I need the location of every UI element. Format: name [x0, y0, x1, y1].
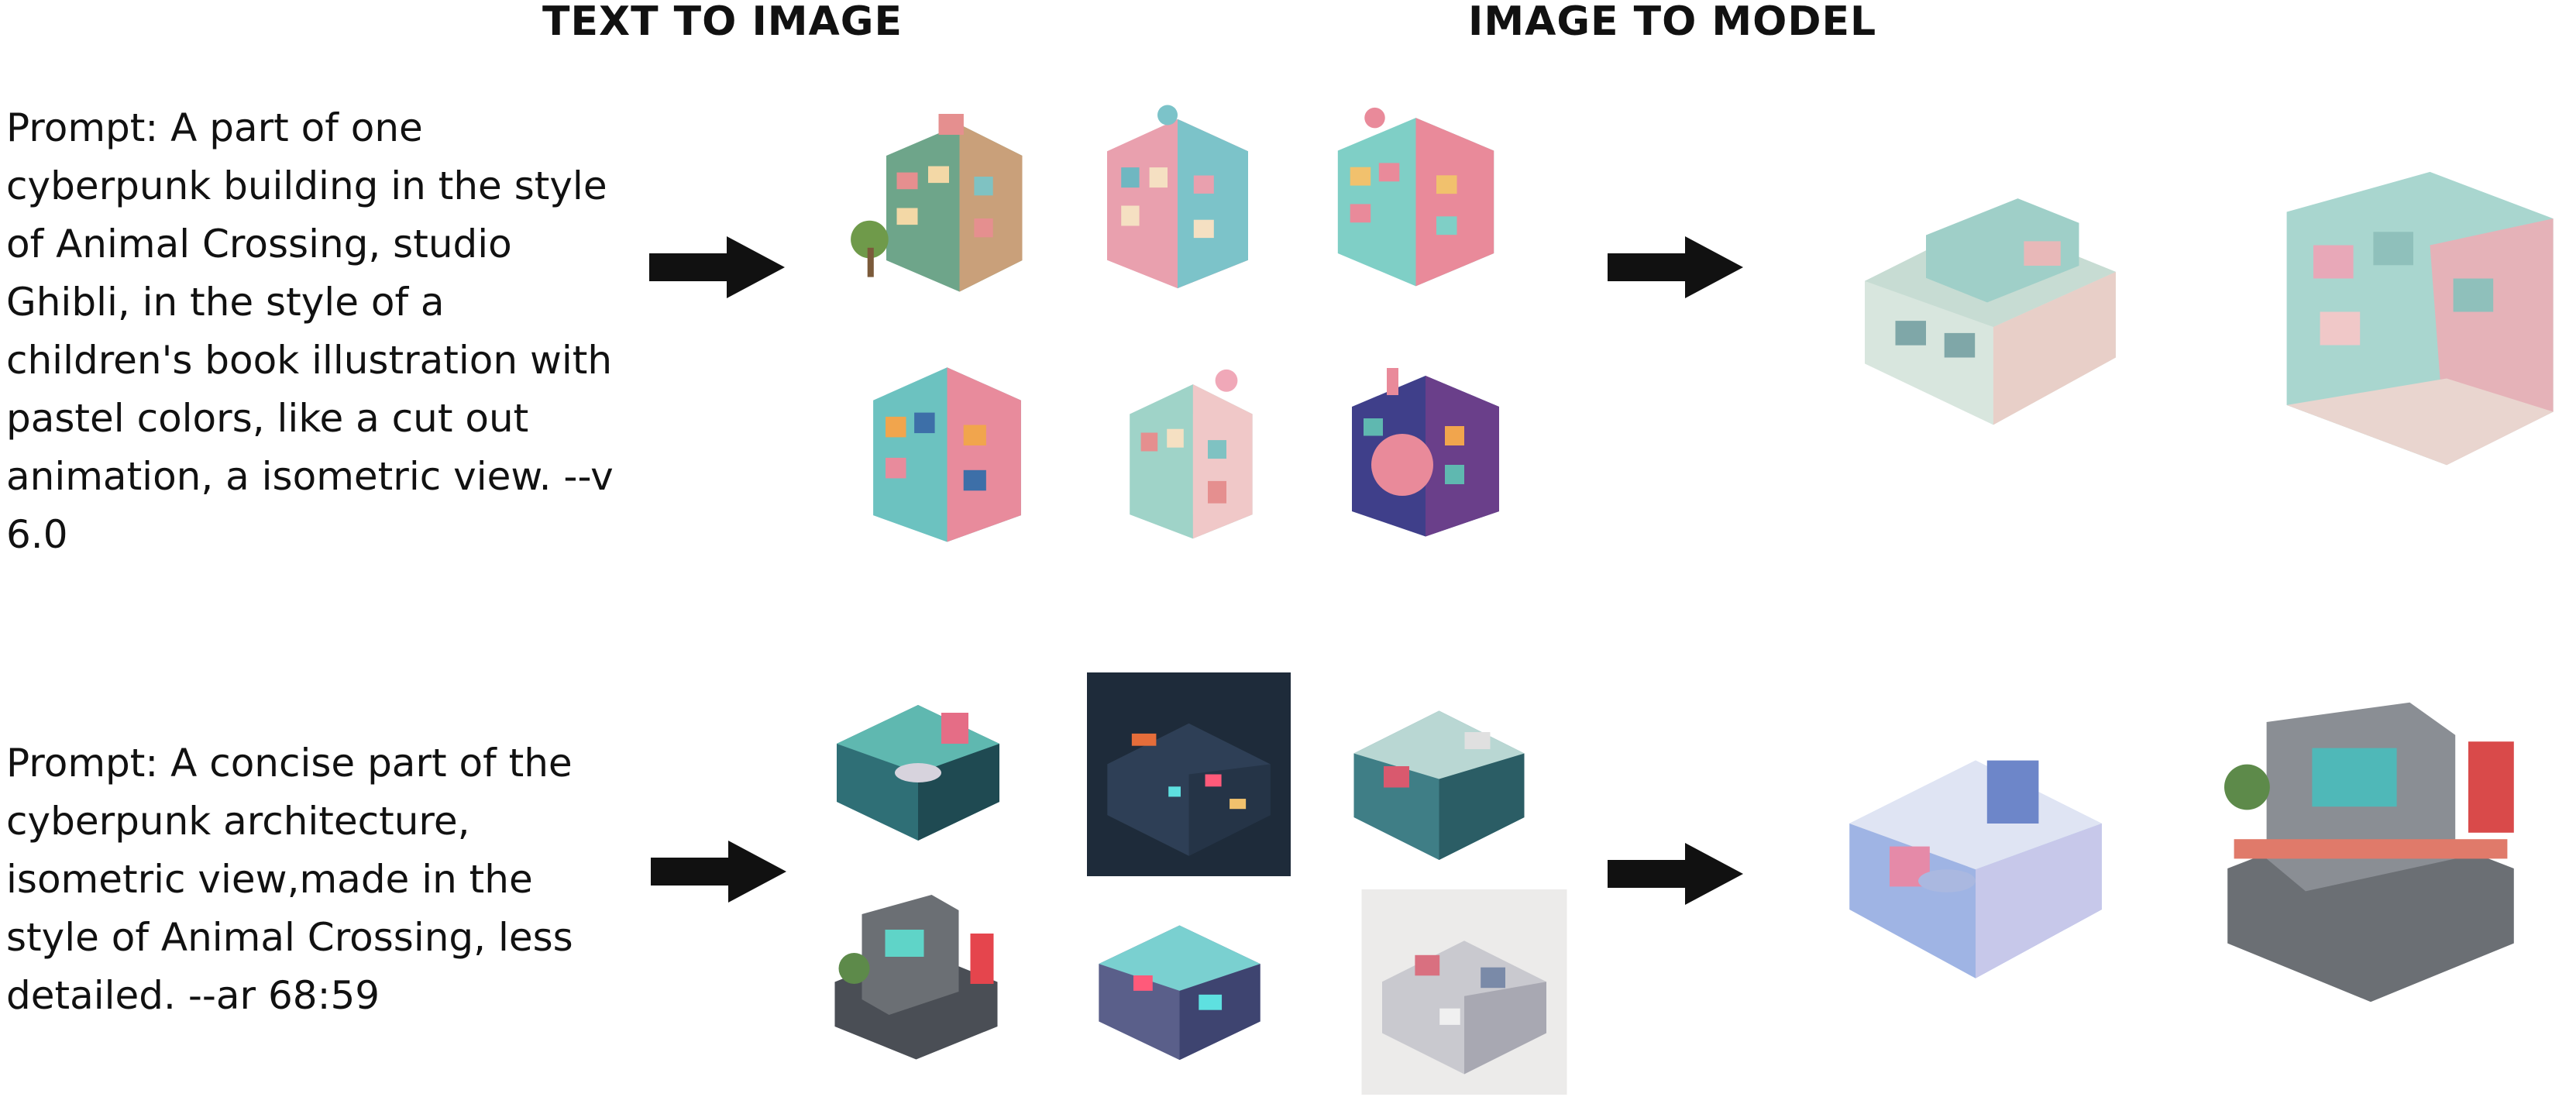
generated-image [1071, 672, 1307, 876]
generated-image [1077, 93, 1278, 298]
arrow-right-icon [1608, 843, 1743, 905]
prompt-text-row-2: Prompt: A concise part of the cyberpunk … [6, 741, 573, 1018]
generated-image [844, 93, 1054, 302]
generated-image [817, 666, 1019, 860]
generated-image [1344, 889, 1584, 1095]
image-to-model-heading: IMAGE TO MODEL [1468, 0, 1877, 45]
3d-model-render [2208, 682, 2533, 1023]
3d-model-render [2247, 108, 2576, 515]
text-to-image-heading: TEXT TO IMAGE [542, 0, 903, 45]
3d-model-render [1813, 143, 2162, 449]
generated-image [1313, 89, 1518, 294]
3d-model-render [1797, 709, 2154, 996]
arrow-right-icon [1608, 236, 1743, 298]
generated-image [1329, 341, 1522, 550]
generated-image [1333, 666, 1546, 883]
generated-image [1081, 883, 1278, 1075]
generated-image [813, 875, 1019, 1069]
generated-image [844, 341, 1050, 550]
generated-image [1096, 352, 1282, 550]
arrow-right-icon [651, 841, 786, 903]
arrow-right-icon [649, 236, 785, 298]
prompt-text-row-1: Prompt: A part of one cyberpunk building… [6, 105, 614, 557]
